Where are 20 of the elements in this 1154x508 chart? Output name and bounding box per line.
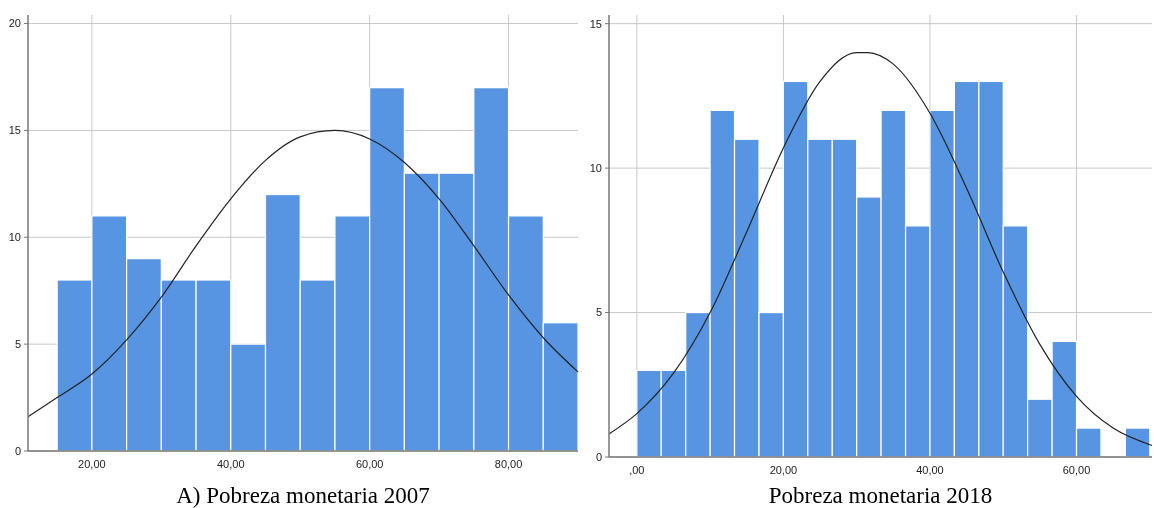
x-tick-label: 40,00 xyxy=(916,464,944,476)
x-tick-label: ,00 xyxy=(629,464,645,476)
y-tick-label: 10 xyxy=(589,161,602,174)
y-tick-label: 0 xyxy=(14,444,21,457)
x-axis-title: A) Pobreza monetaria 2007 xyxy=(176,483,430,508)
y-tick-label: 20 xyxy=(8,17,21,30)
y-tick-label: 15 xyxy=(8,124,21,137)
y-tick-label: 10 xyxy=(8,231,21,244)
y-tick-label: 15 xyxy=(589,17,602,30)
x-tick-label: 40,00 xyxy=(217,458,245,470)
y-tick-label: 5 xyxy=(14,337,21,350)
x-tick-label: 20,00 xyxy=(769,464,798,476)
x-tick-label: 60,00 xyxy=(1062,464,1091,476)
x-tick-label: 60,00 xyxy=(355,458,384,470)
x-tick-label: 20,00 xyxy=(78,458,106,470)
y-tick-label: 5 xyxy=(595,306,602,319)
x-axis-title: Pobreza monetaria 2018 xyxy=(768,483,993,508)
x-tick-label: 80,00 xyxy=(494,458,523,470)
line-series xyxy=(27,129,579,418)
y-tick-label: 0 xyxy=(595,450,602,463)
